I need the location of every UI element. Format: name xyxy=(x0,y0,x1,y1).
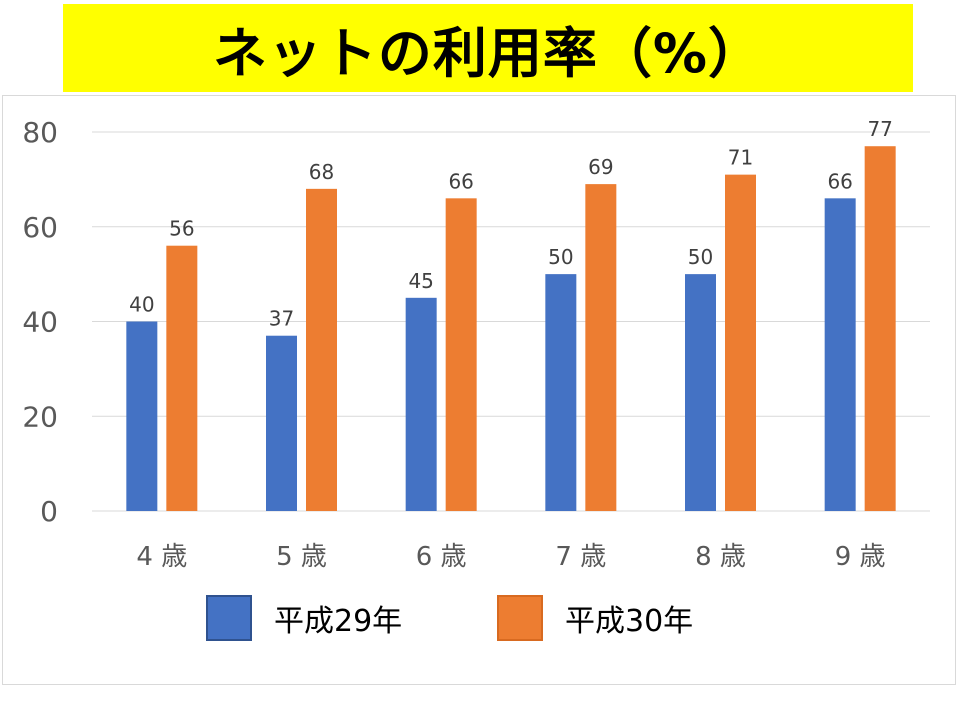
bar-series-1-0 xyxy=(126,321,158,511)
y-tick-label: 0 xyxy=(40,495,58,528)
y-tick-label: 60 xyxy=(22,211,58,244)
bar-series-2-5 xyxy=(864,146,896,511)
legend-item-series-1: 平成29年 xyxy=(206,592,402,644)
bar-series-2-4 xyxy=(725,174,756,511)
data-label: 68 xyxy=(309,160,334,184)
bar-series-2-2 xyxy=(445,198,477,511)
data-label: 77 xyxy=(867,117,892,141)
bar-series-1-1 xyxy=(266,335,297,511)
data-label: 45 xyxy=(408,269,433,293)
data-label: 66 xyxy=(448,169,473,193)
chart-title: ネットの利用率（%） xyxy=(212,21,764,85)
bar-series-1-5 xyxy=(824,198,856,511)
data-label: 71 xyxy=(728,146,753,170)
data-label: 50 xyxy=(688,245,713,269)
bar-series-2-3 xyxy=(585,184,617,512)
data-label: 66 xyxy=(827,169,852,193)
legend-swatch-series-2 xyxy=(497,595,543,641)
legend-label-series-1: 平成29年 xyxy=(274,604,403,639)
bar-series-2-0 xyxy=(166,245,198,511)
x-tick-label: 8 歳 xyxy=(695,542,746,572)
x-tick-label: 4 歳 xyxy=(136,542,187,572)
legend-item-series-2: 平成30年 xyxy=(497,592,693,644)
data-label: 69 xyxy=(588,155,613,179)
data-label: 40 xyxy=(129,293,154,317)
bar-series-1-3 xyxy=(545,274,577,511)
x-tick-label: 9 歳 xyxy=(835,542,886,572)
x-tick-label: 5 歳 xyxy=(276,542,327,572)
chart-frame xyxy=(2,95,956,685)
bar-series-1-2 xyxy=(405,297,437,511)
y-tick-label: 20 xyxy=(22,400,58,433)
x-tick-label: 6 歳 xyxy=(416,542,467,572)
data-label: 37 xyxy=(269,307,294,331)
bar-series-1-4 xyxy=(685,274,716,511)
legend-swatch-series-1 xyxy=(206,595,252,641)
data-label: 50 xyxy=(548,245,573,269)
y-tick-label: 80 xyxy=(22,116,58,149)
data-label: 56 xyxy=(169,217,194,241)
chart-legend: 平成29年 平成30年 xyxy=(0,592,960,644)
legend-label-series-2: 平成30年 xyxy=(565,604,694,639)
x-tick-label: 7 歳 xyxy=(555,542,606,572)
title-banner: ネットの利用率（%） xyxy=(63,4,913,92)
bar-series-2-1 xyxy=(306,188,337,511)
y-tick-label: 40 xyxy=(22,306,58,339)
